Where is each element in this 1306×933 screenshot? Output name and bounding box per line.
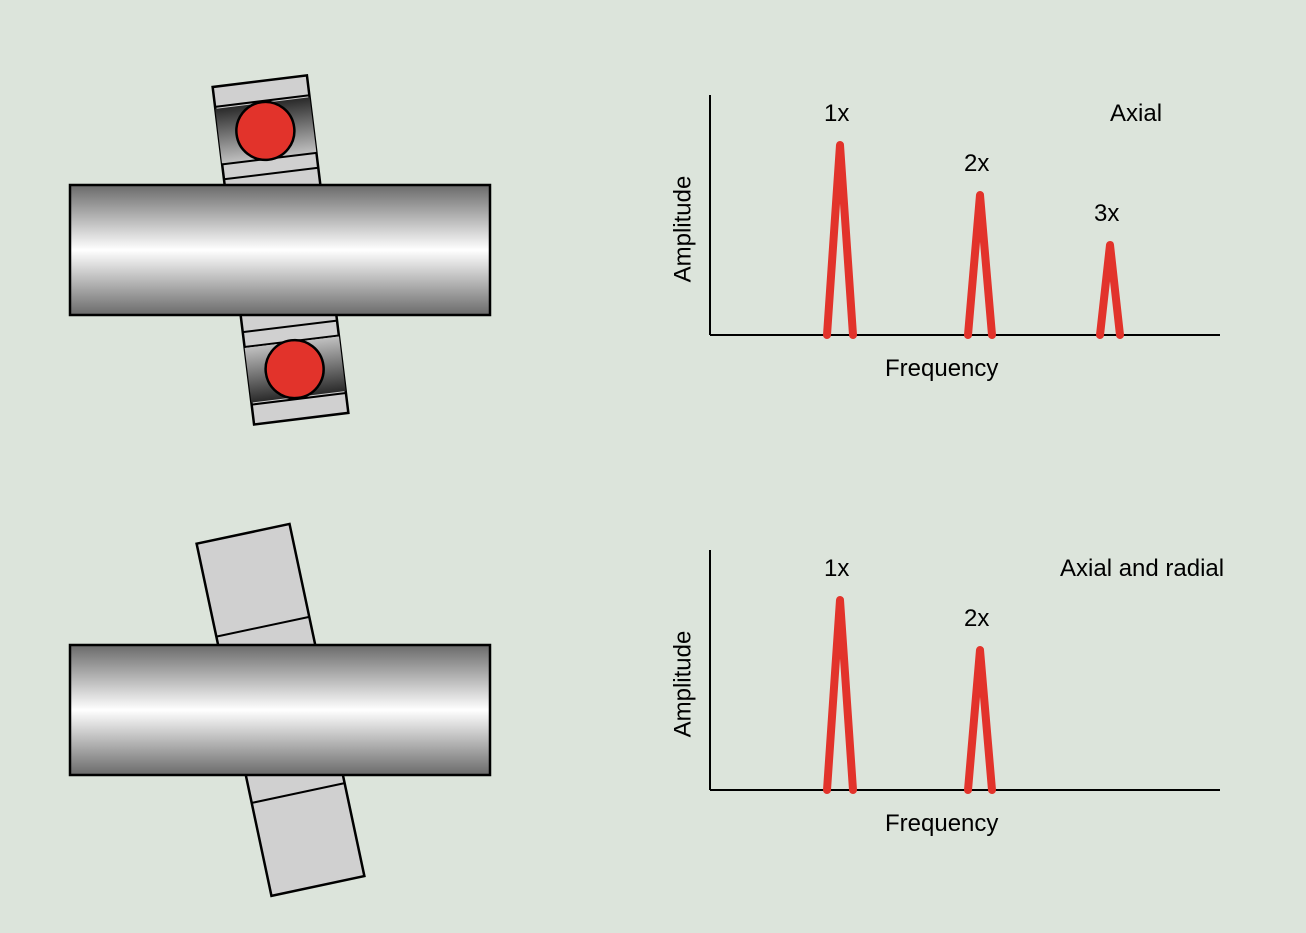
axial-radial-xlabel: Frequency	[885, 810, 998, 838]
housing-diagram	[50, 510, 530, 910]
axial-radial-ylabel: Amplitude	[669, 631, 697, 738]
axial-chart: Amplitude Frequency Axial 1x 2x 3x	[690, 85, 1250, 405]
axial-radial-peak-label-2x: 2x	[964, 605, 989, 633]
axial-title: Axial	[1110, 100, 1162, 128]
axial-peak-label-1x: 1x	[824, 100, 849, 128]
axial-radial-title: Axial and radial	[1060, 555, 1224, 583]
bearing-diagram	[50, 60, 530, 440]
axial-chart-svg	[690, 85, 1250, 365]
axial-peak-label-3x: 3x	[1094, 200, 1119, 228]
axial-ylabel: Amplitude	[669, 176, 697, 283]
axial-radial-peak-label-1x: 1x	[824, 555, 849, 583]
axial-peak-label-2x: 2x	[964, 150, 989, 178]
axial-xlabel: Frequency	[885, 355, 998, 383]
axial-radial-chart: Amplitude Frequency Axial and radial 1x …	[690, 540, 1250, 860]
